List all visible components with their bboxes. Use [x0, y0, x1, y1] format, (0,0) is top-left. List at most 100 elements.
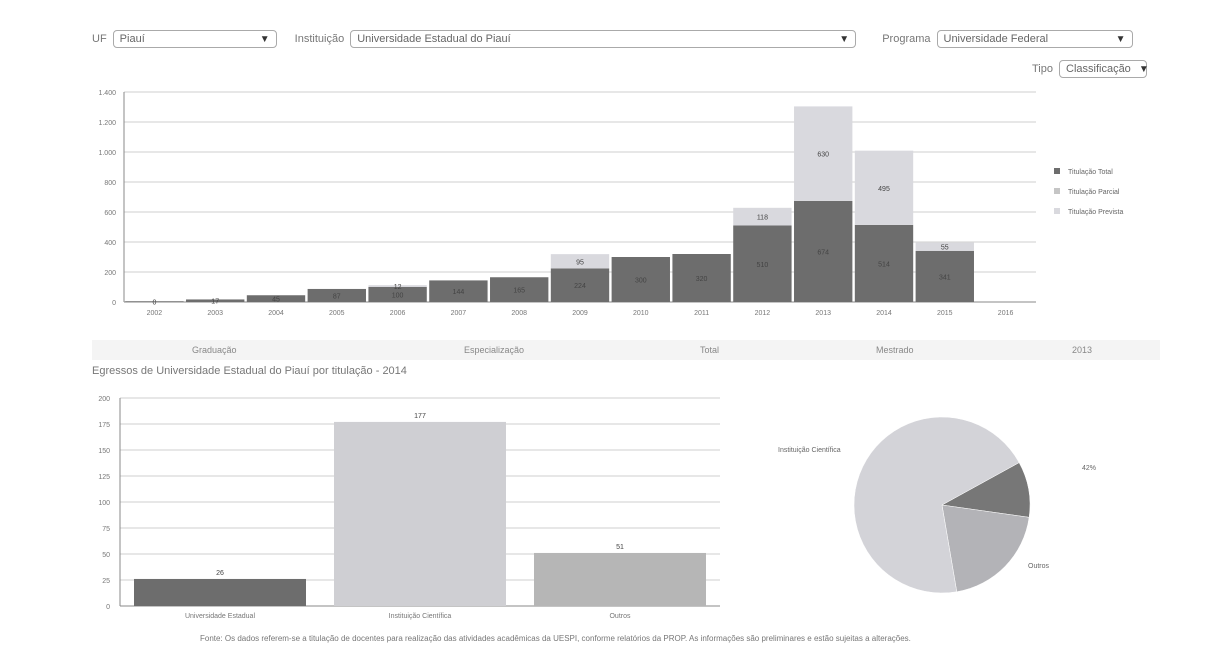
bar-segment: [915, 242, 974, 251]
legend-label: Titulação Parcial: [1068, 189, 1120, 196]
x-tick-label: 2014: [876, 310, 892, 317]
view-select-value: Classificação: [1066, 63, 1131, 75]
view-row: Tipo Classificação ▼: [1032, 60, 1149, 78]
legend-label: Titulação Prevista: [1068, 209, 1123, 216]
bar-data-label: 12: [394, 284, 402, 291]
y-tick-label: 0: [112, 300, 116, 307]
x-tick-label: Instituição Científica: [389, 613, 452, 620]
bar-segment: [186, 299, 245, 302]
pie-slice: [941, 504, 1030, 593]
y-tick-label: 125: [98, 474, 110, 481]
bar-data-label: 26: [216, 570, 224, 577]
x-tick-label: 2009: [572, 310, 588, 317]
legend-label: Titulação Total: [1068, 169, 1113, 176]
y-tick-label: 100: [98, 500, 110, 507]
x-tick-label: 2006: [390, 310, 406, 317]
bar-segment: [854, 224, 914, 302]
strip-col-2: Especialização: [464, 345, 525, 355]
uf-select[interactable]: Piauí ▼: [112, 30, 277, 48]
bar-segment: [794, 106, 853, 201]
bar-data-label: 224: [574, 283, 586, 290]
bar-segment: [550, 254, 610, 269]
pie-label: Instituição Científica: [778, 447, 841, 454]
x-tick-label: 2002: [147, 310, 163, 317]
bar-data-label: 320: [696, 276, 708, 283]
uf-label: UF: [92, 33, 107, 45]
y-tick-label: 1.200: [98, 120, 116, 127]
chevron-down-icon: ▼: [1115, 33, 1126, 45]
y-tick-label: 75: [102, 526, 110, 533]
bar-data-label: 495: [878, 186, 890, 193]
strip-col-4: Mestrado: [876, 345, 914, 355]
bar-data-label: 630: [817, 152, 829, 159]
x-tick-label: 2007: [451, 310, 467, 317]
bar-data-label: 510: [757, 262, 769, 269]
pie-label: 42%: [1082, 465, 1096, 472]
bar: [334, 421, 506, 606]
instituicao-select[interactable]: Universidade Estadual do Piauí ▼: [350, 30, 857, 48]
bar-segment: [915, 250, 974, 302]
x-tick-label: 2003: [207, 310, 223, 317]
y-tick-label: 25: [102, 578, 110, 585]
programa-label: Programa: [882, 33, 931, 45]
bar-data-label: 0: [152, 300, 156, 307]
y-tick-label: 0: [106, 604, 110, 611]
x-tick-label: 2015: [937, 310, 953, 317]
bar-data-label: 341: [939, 274, 951, 281]
bar-segment: [490, 277, 549, 302]
bar-data-label: 87: [333, 293, 341, 300]
x-tick-label: 2013: [815, 310, 831, 317]
y-tick-label: 400: [104, 240, 116, 247]
bar-data-label: 55: [941, 245, 949, 252]
x-tick-label: Universidade Estadual: [185, 613, 255, 620]
pie-label: Outros: [1028, 563, 1050, 570]
programa-select[interactable]: Universidade Federal ▼: [936, 30, 1133, 48]
bar-segment: [794, 200, 853, 302]
bar: [534, 552, 706, 606]
bar-data-label: 118: [757, 215, 768, 222]
filter-row: UF Piauí ▼ Instituição Universidade Esta…: [92, 30, 1133, 48]
bar-segment: [125, 301, 184, 302]
bar-data-label: 144: [453, 289, 465, 296]
legend-swatch: [1054, 188, 1060, 194]
programa-select-value: Universidade Federal: [943, 33, 1049, 45]
view-select[interactable]: Classificação ▼: [1059, 60, 1149, 78]
y-tick-label: 175: [98, 422, 110, 429]
x-tick-label: 2005: [329, 310, 345, 317]
bar-segment: [307, 288, 366, 302]
legend-swatch: [1054, 168, 1060, 174]
bar-data-label: 177: [414, 413, 426, 420]
y-tick-label: 150: [98, 448, 110, 455]
x-tick-label: 2016: [998, 310, 1014, 317]
bar-segment: [429, 280, 488, 302]
bar-data-label: 674: [817, 249, 829, 256]
strip-col-1: Graduação: [192, 345, 237, 355]
bar-segment: [733, 207, 792, 226]
x-tick-label: 2010: [633, 310, 649, 317]
footnote: Fonte: Os dados referem-se a titulação d…: [200, 634, 911, 643]
stacked-bar-chart: 0 200 400 600 800 1.000 1.200 1.400 0 2002 17 2003 4…: [98, 90, 1123, 317]
strip-col-3: Total: [700, 345, 720, 355]
bar-data-label: 17: [211, 299, 219, 306]
pie-chart: Instituição Científica 42% Outros: [778, 416, 1096, 594]
bar-segment: [854, 150, 914, 225]
pie-slice: [853, 416, 1020, 594]
bar: [134, 578, 306, 606]
bar-segment: [672, 254, 731, 302]
bar-data-label: 95: [576, 259, 584, 266]
bar-data-label: 165: [513, 288, 525, 295]
y-tick-label: 50: [102, 552, 110, 559]
y-tick-label: 200: [98, 396, 110, 403]
y-tick-label: 200: [104, 270, 116, 277]
x-tick-label: 2008: [511, 310, 527, 317]
legend-swatch: [1054, 208, 1060, 214]
x-tick-label: 2012: [755, 310, 771, 317]
y-tick-label: 1.000: [98, 150, 116, 157]
bar-segment: [368, 285, 427, 287]
x-tick-label: 2004: [268, 310, 284, 317]
bar-data-label: 100: [392, 293, 404, 300]
section-subtitle: Egressos de Universidade Estadual do Pia…: [92, 365, 407, 377]
x-tick-label: 2011: [694, 310, 709, 317]
x-tick-label: Outros: [609, 613, 631, 620]
chevron-down-icon: ▼: [259, 33, 270, 45]
